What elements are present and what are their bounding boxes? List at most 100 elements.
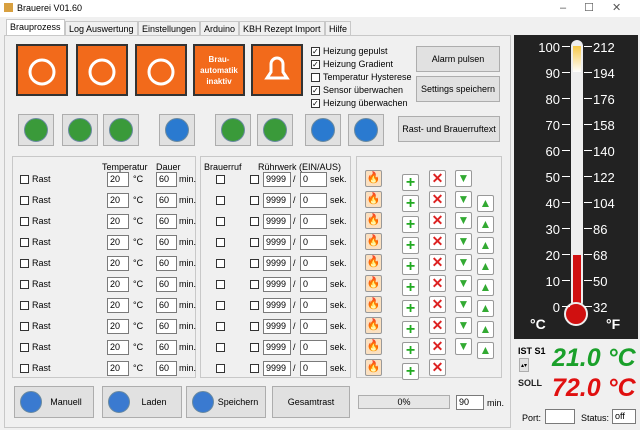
fire-button[interactable]: 🔥	[365, 296, 382, 313]
fire-button[interactable]: 🔥	[365, 317, 382, 334]
rest-checkbox[interactable]	[20, 259, 29, 268]
down-button[interactable]: ▼	[455, 170, 472, 187]
fire-button[interactable]: 🔥	[365, 254, 382, 271]
delete-button[interactable]: ✕	[429, 212, 446, 229]
add-button[interactable]: +	[402, 237, 419, 254]
down-button[interactable]: ▼	[455, 212, 472, 229]
delete-button[interactable]: ✕	[429, 191, 446, 208]
temp-input[interactable]: 20	[107, 298, 129, 313]
settings-button[interactable]: Settings speichern	[416, 76, 500, 102]
stir-off-input[interactable]: 0	[300, 172, 327, 187]
stir-off-input[interactable]: 0	[300, 214, 327, 229]
stir-off-input[interactable]: 0	[300, 235, 327, 250]
stir-off-input[interactable]: 0	[300, 193, 327, 208]
status-input[interactable]: off	[612, 409, 636, 424]
temp-input[interactable]: 20	[107, 277, 129, 292]
call-checkbox[interactable]	[216, 217, 225, 226]
stir-off-input[interactable]: 0	[300, 361, 327, 376]
text-button[interactable]: Rast- und Brauerruftext	[398, 116, 500, 142]
duration-input[interactable]: 60	[156, 193, 177, 208]
down-button[interactable]: ▼	[455, 338, 472, 355]
window-controls[interactable]: –☐✕	[560, 2, 640, 14]
call-checkbox[interactable]	[216, 322, 225, 331]
stir-off-input[interactable]: 0	[300, 298, 327, 313]
stirrer-checkbox[interactable]	[250, 196, 259, 205]
stir-on-input[interactable]: 9999	[263, 235, 291, 250]
up-button[interactable]: ▲	[477, 237, 494, 254]
fire-button[interactable]: 🔥	[365, 191, 382, 208]
stir-on-input[interactable]: 9999	[263, 172, 291, 187]
duration-input[interactable]: 60	[156, 256, 177, 271]
up-button[interactable]: ▲	[477, 258, 494, 275]
temp-input[interactable]: 20	[107, 172, 129, 187]
add-button[interactable]: +	[402, 342, 419, 359]
tab[interactable]: Brauprozess	[6, 19, 65, 36]
duration-input[interactable]: 60	[156, 172, 177, 187]
down-button[interactable]: ▼	[455, 317, 472, 334]
add-button[interactable]: +	[402, 300, 419, 317]
option-checkbox[interactable]	[311, 73, 320, 82]
stirrer-checkbox[interactable]	[250, 364, 259, 373]
add-button[interactable]: +	[402, 195, 419, 212]
rest-checkbox[interactable]	[20, 364, 29, 373]
alarm-button[interactable]: Alarm pulsen	[416, 46, 500, 72]
rest-checkbox[interactable]	[20, 175, 29, 184]
delete-button[interactable]: ✕	[429, 254, 446, 271]
temp-input[interactable]: 20	[107, 340, 129, 355]
rest-checkbox[interactable]	[20, 343, 29, 352]
fire-button[interactable]: 🔥	[365, 359, 382, 376]
stir-on-input[interactable]: 9999	[263, 193, 291, 208]
call-checkbox[interactable]	[216, 301, 225, 310]
fire-button[interactable]: 🔥	[365, 170, 382, 187]
tab[interactable]: Log Auswertung	[65, 21, 138, 36]
tab[interactable]: Hilfe	[325, 21, 352, 36]
port-input[interactable]	[545, 409, 575, 424]
delete-button[interactable]: ✕	[429, 170, 446, 187]
duration-input[interactable]: 60	[156, 235, 177, 250]
stir-on-input[interactable]: 9999	[263, 277, 291, 292]
down-button[interactable]: ▼	[455, 254, 472, 271]
rest-checkbox[interactable]	[20, 196, 29, 205]
down-button[interactable]: ▼	[455, 275, 472, 292]
duration-input[interactable]: 60	[156, 214, 177, 229]
stir-off-input[interactable]: 0	[300, 319, 327, 334]
rest-checkbox[interactable]	[20, 301, 29, 310]
total-button[interactable]: Gesamtrast	[272, 386, 350, 418]
delete-button[interactable]: ✕	[429, 296, 446, 313]
stirrer-checkbox[interactable]	[250, 175, 259, 184]
up-button[interactable]: ▲	[477, 279, 494, 296]
temp-input[interactable]: 20	[107, 193, 129, 208]
call-checkbox[interactable]	[216, 343, 225, 352]
fire-button[interactable]: 🔥	[365, 212, 382, 229]
down-button[interactable]: ▼	[455, 191, 472, 208]
duration-input[interactable]: 60	[156, 277, 177, 292]
call-checkbox[interactable]	[216, 175, 225, 184]
stir-on-input[interactable]: 9999	[263, 214, 291, 229]
fire-button[interactable]: 🔥	[365, 275, 382, 292]
duration-input[interactable]: 60	[156, 361, 177, 376]
option-checkbox[interactable]: ✓	[311, 47, 320, 56]
call-checkbox[interactable]	[216, 196, 225, 205]
total-input[interactable]: 90	[456, 395, 484, 410]
add-button[interactable]: +	[402, 279, 419, 296]
rest-checkbox[interactable]	[20, 322, 29, 331]
temp-input[interactable]: 20	[107, 235, 129, 250]
tab[interactable]: KBH Rezept Import	[239, 21, 325, 36]
duration-input[interactable]: 60	[156, 340, 177, 355]
stirrer-checkbox[interactable]	[250, 301, 259, 310]
delete-button[interactable]: ✕	[429, 275, 446, 292]
delete-button[interactable]: ✕	[429, 359, 446, 376]
stirrer-checkbox[interactable]	[250, 259, 259, 268]
rest-checkbox[interactable]	[20, 217, 29, 226]
stir-off-input[interactable]: 0	[300, 340, 327, 355]
duration-input[interactable]: 60	[156, 298, 177, 313]
stir-off-input[interactable]: 0	[300, 256, 327, 271]
call-checkbox[interactable]	[216, 259, 225, 268]
up-button[interactable]: ▲	[477, 321, 494, 338]
up-button[interactable]: ▲	[477, 216, 494, 233]
stir-on-input[interactable]: 9999	[263, 256, 291, 271]
stir-on-input[interactable]: 9999	[263, 319, 291, 334]
option-checkbox[interactable]: ✓	[311, 60, 320, 69]
ist-spinner[interactable]: ▴▾	[519, 358, 529, 372]
rest-checkbox[interactable]	[20, 238, 29, 247]
